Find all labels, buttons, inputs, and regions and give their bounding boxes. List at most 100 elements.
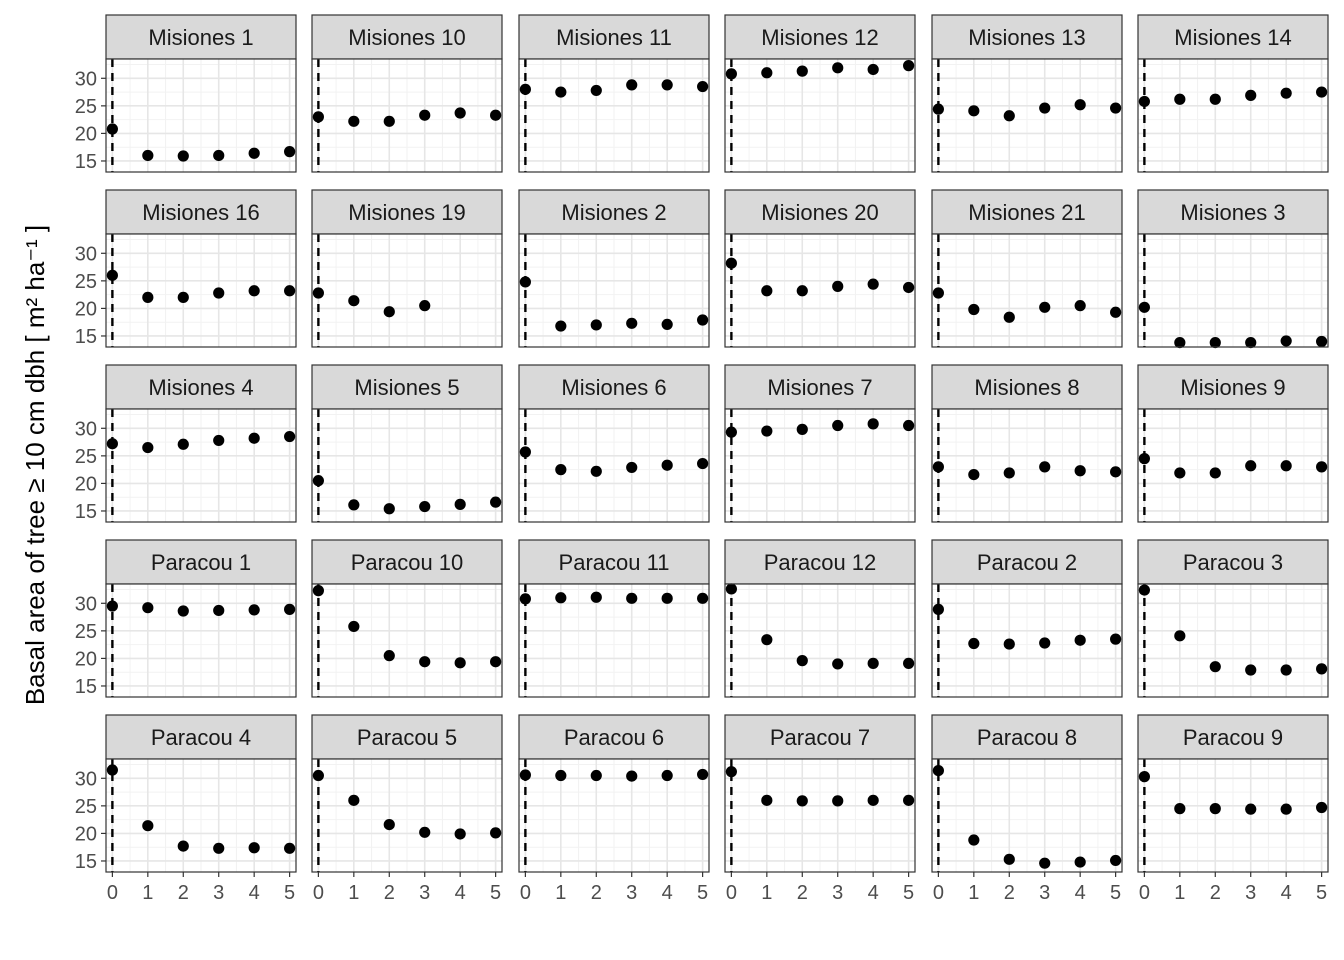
facet-strip xyxy=(1137,539,1329,585)
data-point xyxy=(1074,99,1086,111)
panel-border xyxy=(931,58,1123,173)
data-point xyxy=(932,461,944,473)
panel-border xyxy=(311,583,503,698)
data-point xyxy=(106,438,118,450)
y-tick-label: 20 xyxy=(75,473,97,495)
data-point xyxy=(968,468,980,481)
data-point xyxy=(213,604,225,617)
y-tick-label: 15 xyxy=(75,151,97,173)
data-point xyxy=(725,257,737,269)
data-point xyxy=(312,585,324,597)
facet-strip xyxy=(931,714,1123,760)
data-point xyxy=(1003,853,1015,865)
data-point xyxy=(626,79,638,91)
data-point xyxy=(383,650,395,662)
data-point xyxy=(555,320,567,332)
data-point xyxy=(796,795,808,807)
data-point xyxy=(177,291,189,303)
data-point xyxy=(1209,93,1221,105)
x-tick-label: 2 xyxy=(384,882,395,904)
data-point xyxy=(1316,335,1328,348)
panel-border xyxy=(311,408,503,523)
data-point xyxy=(903,60,915,72)
x-tick-label: 0 xyxy=(1139,882,1150,904)
data-point xyxy=(1074,300,1086,312)
data-point xyxy=(661,79,673,91)
data-point xyxy=(519,593,531,605)
y-tick-label: 20 xyxy=(75,298,97,320)
data-point xyxy=(1209,467,1221,479)
data-point xyxy=(761,285,773,297)
data-point xyxy=(1138,95,1150,108)
facet-panel: Paracou 12 xyxy=(724,539,916,698)
data-point xyxy=(761,425,773,437)
facet-panel: Misiones 12 xyxy=(724,14,916,173)
y-tick-label: 30 xyxy=(75,243,97,265)
x-tick-label: 5 xyxy=(490,882,501,904)
data-point xyxy=(1110,854,1122,867)
facet-panel: Misiones 19 xyxy=(311,189,503,348)
y-tick-label: 15 xyxy=(75,326,97,348)
facet-title: Misiones 16 xyxy=(142,200,259,225)
data-point xyxy=(968,637,980,650)
data-point xyxy=(383,818,395,831)
x-tick-label: 0 xyxy=(726,882,737,904)
facet-strip xyxy=(1137,14,1329,60)
panel-border xyxy=(311,58,503,173)
panel-border xyxy=(105,758,297,873)
facet-title: Misiones 11 xyxy=(556,25,672,50)
facet-title: Misiones 6 xyxy=(561,375,666,400)
data-point xyxy=(454,828,466,840)
facet-title: Misiones 10 xyxy=(348,25,465,50)
data-point xyxy=(796,655,808,667)
data-point xyxy=(590,591,602,603)
data-point xyxy=(142,820,154,832)
facet-strip xyxy=(724,714,916,760)
facet-panel: Misiones 5 xyxy=(311,364,503,523)
facet-strip xyxy=(105,364,297,410)
y-tick-label: 15 xyxy=(75,676,97,698)
data-point xyxy=(1316,663,1328,675)
data-point xyxy=(248,842,260,854)
data-point xyxy=(312,475,324,487)
data-point xyxy=(932,287,944,299)
facet-panel: Misiones 1 15 20 25 30 xyxy=(75,14,297,173)
facet-strip xyxy=(931,189,1123,235)
data-point xyxy=(1316,461,1328,473)
facet-panel: Misiones 13 xyxy=(931,14,1123,173)
x-tick-label: 4 xyxy=(249,882,260,904)
data-point xyxy=(454,657,466,669)
facet-panel: Paracou 1 15 20 25 30 xyxy=(75,539,297,698)
data-point xyxy=(555,464,567,476)
panel-border xyxy=(311,233,503,348)
data-point xyxy=(697,457,709,470)
data-point xyxy=(312,287,324,299)
data-point xyxy=(1174,803,1186,815)
data-point xyxy=(284,842,296,854)
facet-panel: Paracou 2 xyxy=(931,539,1123,698)
facet-panel: Paracou 10 xyxy=(311,539,503,698)
x-tick-label: 5 xyxy=(697,882,708,904)
data-point xyxy=(725,68,737,80)
data-point xyxy=(177,438,189,450)
data-point xyxy=(1039,301,1051,313)
panel-border xyxy=(1137,408,1329,523)
data-point xyxy=(213,434,225,447)
data-point xyxy=(142,149,154,162)
data-point xyxy=(903,281,915,294)
x-tick-label: 4 xyxy=(1075,882,1086,904)
data-point xyxy=(1039,637,1051,649)
data-point xyxy=(1280,803,1292,815)
panel-border xyxy=(518,758,710,873)
facet-strip xyxy=(105,14,297,60)
data-point xyxy=(1138,771,1150,783)
facet-panel: Misiones 14 xyxy=(1137,14,1329,173)
facet-strip xyxy=(518,714,710,760)
data-point xyxy=(968,303,980,316)
facet-panel: Paracou 3 xyxy=(1137,539,1329,698)
data-point xyxy=(284,146,296,158)
facet-title: Misiones 2 xyxy=(561,200,666,225)
panel-border xyxy=(724,583,916,698)
facet-strip xyxy=(311,189,503,235)
facet-strip xyxy=(311,714,503,760)
